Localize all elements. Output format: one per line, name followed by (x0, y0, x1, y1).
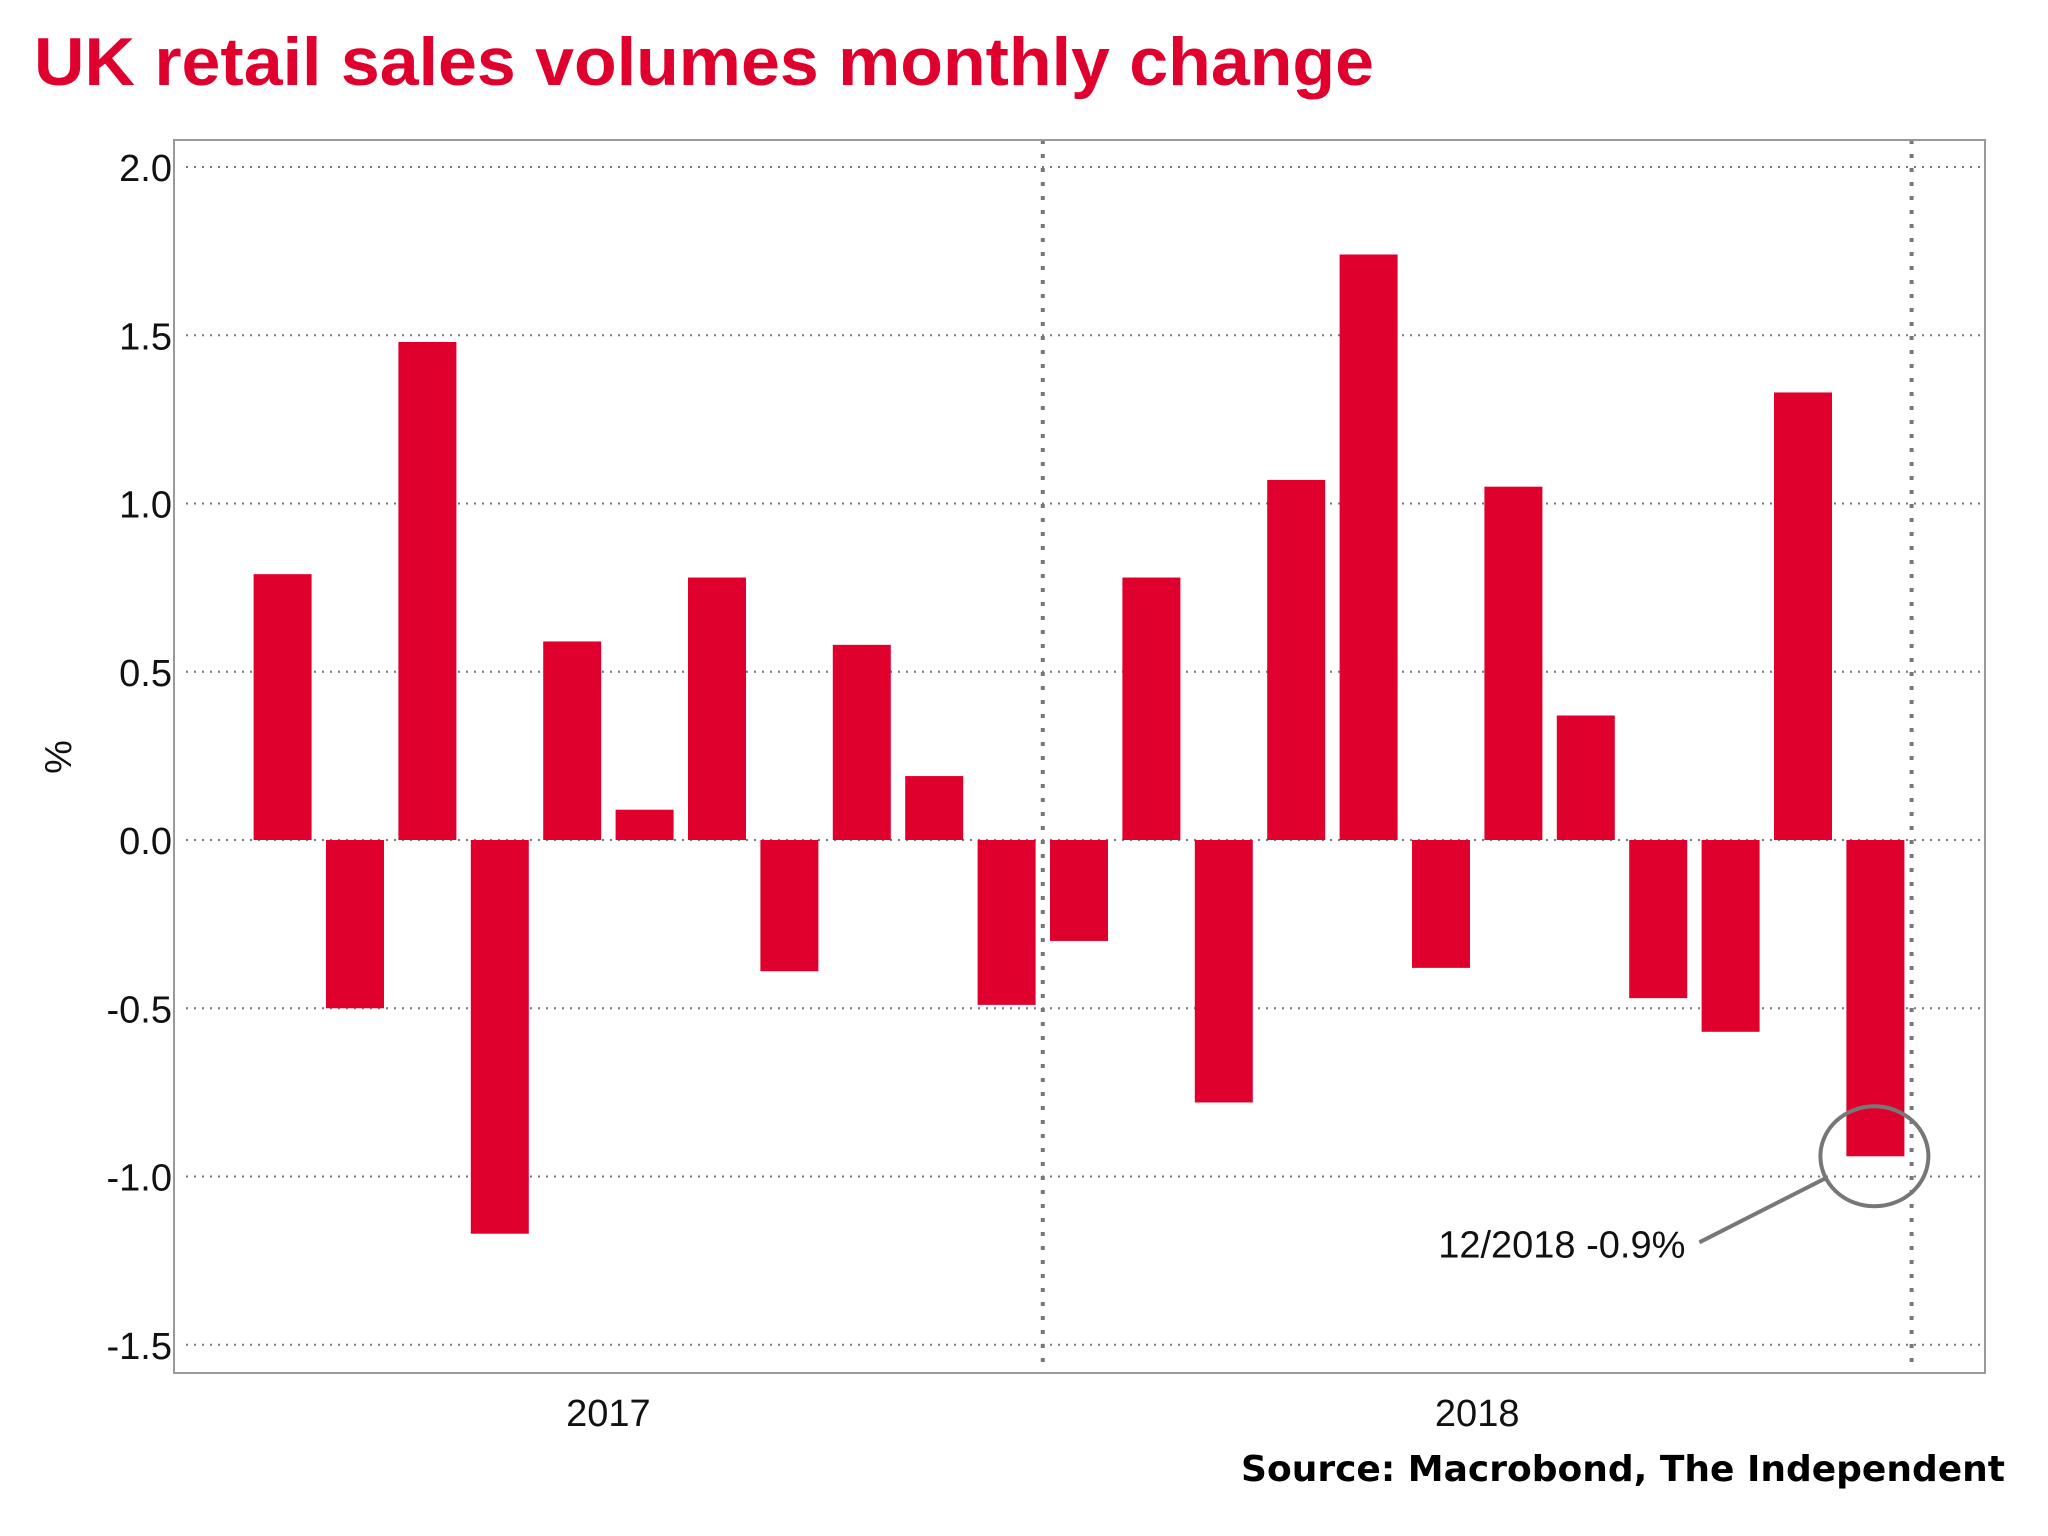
source-note: Source: Macrobond, The Independent (1241, 1449, 2005, 1490)
bar (905, 776, 964, 840)
bar (1701, 840, 1760, 1032)
bar (543, 641, 602, 840)
bar (1267, 479, 1326, 840)
y-axis-label: % (38, 740, 80, 774)
y-tick-labels: 2.0 1.5 1.0 0.5 0.0 -0.5 -1.0 -1.5 (107, 148, 172, 1368)
bar (1556, 715, 1615, 840)
bar (1050, 840, 1108, 941)
bar (1412, 840, 1470, 968)
y-tick-label: -0.5 (107, 989, 172, 1031)
bar (832, 644, 891, 840)
bar (1846, 840, 1905, 1157)
bar (688, 577, 746, 840)
y-tick-label: 1.0 (119, 485, 172, 527)
bar (615, 809, 674, 840)
bar (760, 840, 819, 972)
x-tick-label: 2018 (1435, 1393, 1520, 1435)
annotation-circle (1818, 1104, 1931, 1209)
bar (326, 840, 384, 1009)
year-dividers (1040, 140, 1914, 1373)
y-tick-label: 0.5 (119, 653, 172, 695)
bar (977, 840, 1036, 1005)
annotation: 12/2018 -0.9% (1438, 1104, 1931, 1266)
bars (253, 254, 1905, 1234)
y-tick-label: 0.0 (119, 821, 172, 863)
x-tick-labels: 2017 2018 (566, 1393, 1519, 1435)
bar (1122, 577, 1181, 840)
bar (1194, 840, 1253, 1103)
y-tick-label: 1.5 (119, 316, 172, 358)
y-tick-label: -1.5 (107, 1326, 172, 1368)
bar (253, 574, 312, 840)
bar (470, 840, 529, 1234)
bar (1484, 486, 1543, 840)
bar (1629, 840, 1688, 999)
bar (1339, 254, 1398, 841)
x-tick-label: 2017 (566, 1393, 651, 1435)
plot-frame (173, 139, 1986, 1374)
y-tick-label: -1.0 (107, 1158, 172, 1200)
bar (1774, 392, 1832, 840)
annotation-label: 12/2018 -0.9% (1438, 1224, 1685, 1266)
annotation-leader-line (1698, 1176, 1827, 1245)
y-tick-label: 2.0 (119, 148, 172, 190)
bar (398, 341, 457, 840)
chart-title: UK retail sales volumes monthly change (34, 24, 1374, 100)
